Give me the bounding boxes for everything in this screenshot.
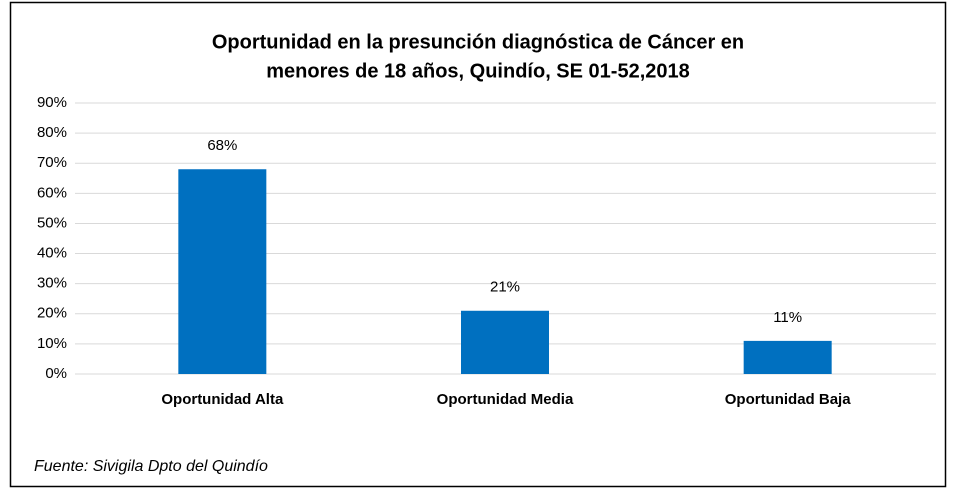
y-tick-label: 30% xyxy=(37,275,67,292)
bar xyxy=(178,169,267,374)
bar xyxy=(461,310,549,374)
source-note: Fuente: Sivigila Dpto del Quindío xyxy=(34,458,268,475)
data-label: 68% xyxy=(207,137,237,154)
y-tick-label: 80% xyxy=(37,124,67,141)
bar xyxy=(743,340,832,374)
data-label: 11% xyxy=(773,309,802,326)
y-tick-label: 60% xyxy=(37,184,67,201)
y-tick-label: 50% xyxy=(37,214,67,231)
y-tick-label: 70% xyxy=(37,154,67,171)
chart-title-line: menores de 18 años, Quindío, SE 01-52,20… xyxy=(266,60,690,82)
data-label: 21% xyxy=(490,279,520,296)
x-tick-label: Oportunidad Alta xyxy=(161,391,284,408)
y-tick-label: 20% xyxy=(37,305,67,322)
chart-title-line: Oportunidad en la presunción diagnóstica… xyxy=(212,31,744,53)
x-tick-label: Oportunidad Baja xyxy=(725,391,851,408)
y-tick-label: 90% xyxy=(37,94,67,111)
x-tick-label: Oportunidad Media xyxy=(437,391,574,408)
y-tick-label: 10% xyxy=(37,335,67,352)
y-tick-label: 40% xyxy=(37,245,67,262)
y-tick-label: 0% xyxy=(45,365,67,382)
chart-border xyxy=(9,1,947,488)
